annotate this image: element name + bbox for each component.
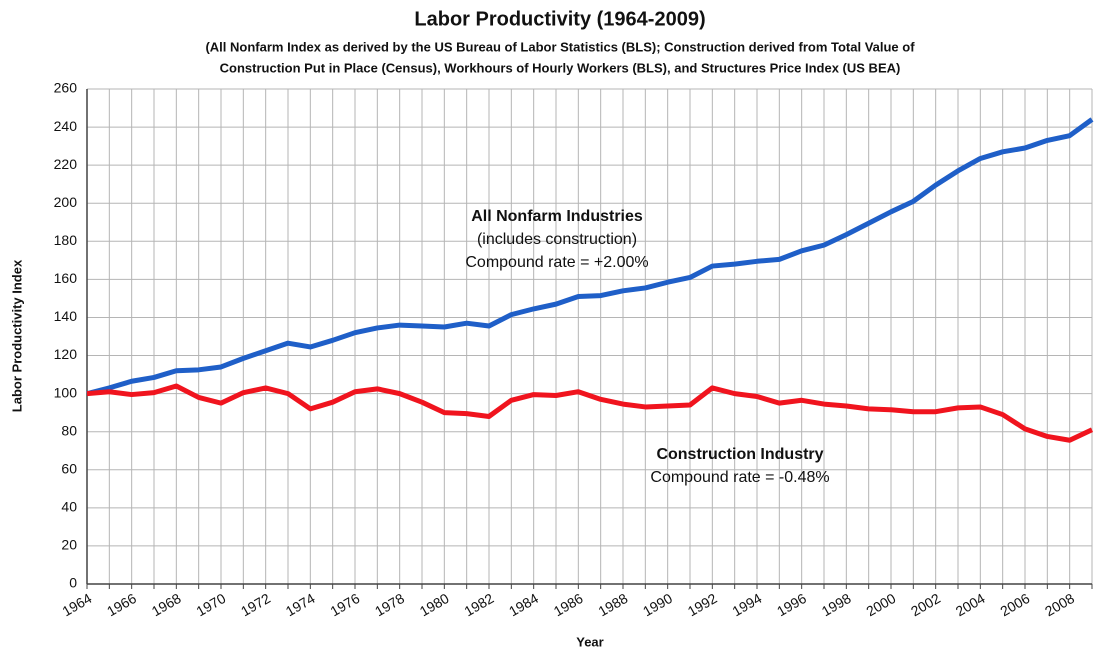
y-tick-label: 240: [54, 118, 78, 134]
grid: [86, 88, 1093, 589]
y-tick-label: 80: [61, 422, 77, 438]
x-tick-label: 2006: [997, 590, 1032, 620]
y-tick-label: 200: [54, 194, 78, 210]
annotation: (includes construction): [477, 231, 637, 248]
y-tick-label: 120: [54, 346, 78, 362]
y-tick-label: 0: [69, 575, 77, 591]
y-axis-label: Labor Productivity Index: [9, 259, 24, 412]
y-tick-label: 40: [61, 499, 77, 515]
x-tick-label: 2004: [953, 590, 988, 620]
lines: [86, 117, 1094, 443]
y-tick-label: 20: [61, 537, 77, 553]
y-tick-label: 140: [54, 308, 78, 324]
y-tick-label: 60: [61, 460, 77, 476]
x-tick-label: 1970: [193, 590, 228, 620]
x-tick-label: 1990: [640, 590, 675, 620]
y-tick-label: 100: [54, 384, 78, 400]
annotation: All Nonfarm Industries: [471, 208, 643, 225]
x-tick-label: 1978: [372, 590, 407, 620]
x-tick-label: 1996: [774, 590, 809, 620]
x-tick-label: 1980: [417, 590, 452, 620]
x-tick-label: 1988: [595, 590, 630, 620]
x-tick-label: 1984: [506, 590, 541, 620]
x-tick-label: 1982: [461, 590, 496, 620]
y-tick-label: 220: [54, 156, 78, 172]
x-tick-label: 2002: [908, 590, 943, 620]
x-tick-label: 1966: [104, 590, 139, 620]
x-tick-label: 2000: [863, 590, 898, 620]
series-line: [86, 383, 1094, 443]
x-tick-label: 1976: [327, 590, 362, 620]
x-tick-label: 1994: [729, 590, 764, 620]
chart-subtitle: Construction Put in Place (Census), Work…: [220, 60, 901, 75]
x-tick-label: 1998: [819, 590, 854, 620]
annotation: Compound rate = +2.00%: [465, 254, 648, 271]
series-line: [86, 117, 1094, 397]
x-axis-label: Year: [576, 634, 603, 649]
x-tick-label: 1972: [238, 590, 273, 620]
y-tick-label: 160: [54, 270, 78, 286]
x-tick-label: 1968: [149, 590, 184, 620]
chart-title: Labor Productivity (1964-2009): [414, 8, 705, 30]
annotation: Compound rate = -0.48%: [650, 469, 829, 486]
x-tick-label: 1964: [59, 590, 94, 620]
annotation: Construction Industry: [656, 446, 823, 463]
y-tick-label: 180: [54, 232, 78, 248]
x-tick-label: 1974: [283, 590, 318, 620]
y-tick-label: 260: [54, 80, 78, 96]
x-tick-label: 2008: [1042, 590, 1077, 620]
x-tick-label: 1992: [685, 590, 720, 620]
chart-subtitle: (All Nonfarm Index as derived by the US …: [205, 39, 915, 54]
x-tick-label: 1986: [551, 590, 586, 620]
